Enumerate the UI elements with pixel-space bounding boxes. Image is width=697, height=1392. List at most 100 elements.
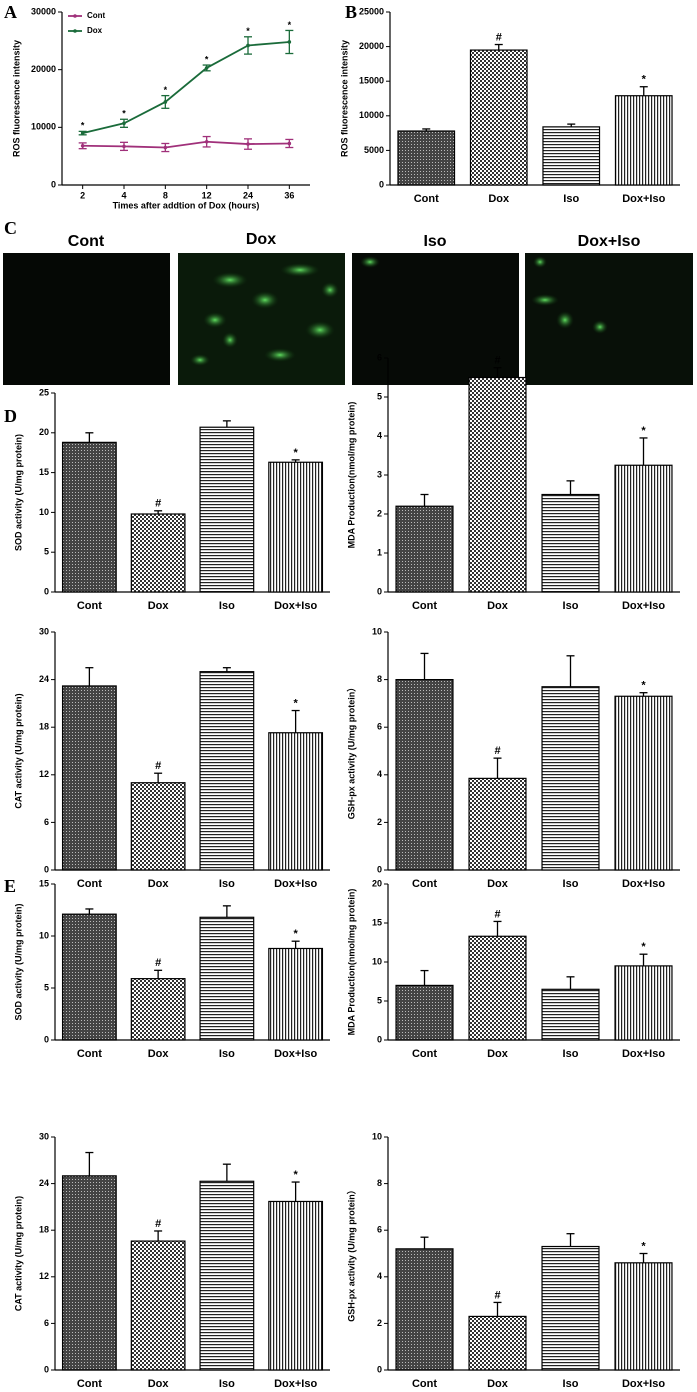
y-tick-label: 0 [44, 586, 49, 596]
y-tick-label: 24 [39, 674, 49, 684]
y-tick-label: 10 [372, 956, 382, 966]
bar [541, 988, 600, 1041]
micrograph [3, 253, 170, 385]
point [204, 66, 209, 70]
x-tick-label: 2 [80, 190, 85, 200]
y-axis-label: GSH-px activity (U/mg protein） [346, 683, 356, 820]
bar [130, 513, 186, 593]
x-tick-label: Iso [563, 1378, 579, 1390]
y-tick-label: 6 [44, 817, 49, 827]
legend-label: Cont [87, 11, 106, 20]
annotation: # [494, 745, 500, 757]
bar [130, 978, 186, 1041]
y-tick-label: 12 [39, 1271, 49, 1281]
x-tick-label: Iso [219, 1048, 235, 1060]
annotation: # [155, 957, 161, 969]
bar [199, 916, 255, 1041]
y-tick-label: 2 [377, 1318, 382, 1328]
y-tick-label: 15 [39, 467, 49, 477]
annotation: # [494, 1289, 500, 1301]
y-tick-label: 5000 [364, 145, 384, 155]
y-tick-label: 0 [377, 864, 382, 874]
y-tick-label: 15000 [359, 76, 384, 86]
bar [614, 1262, 673, 1371]
x-tick-label: Iso [219, 600, 235, 612]
x-tick-label: 8 [163, 190, 168, 200]
y-tick-label: 10 [39, 507, 49, 517]
bar [395, 505, 454, 593]
y-tick-label: 10 [372, 1131, 382, 1141]
point [246, 142, 250, 146]
bar [199, 671, 255, 871]
x-tick-label: Cont [77, 1378, 102, 1390]
x-tick-label: Cont [414, 193, 439, 205]
bar [614, 95, 673, 186]
bar [61, 913, 117, 1041]
bar [395, 678, 454, 871]
point [163, 145, 168, 150]
point [246, 43, 250, 48]
image-label: Iso [423, 233, 446, 250]
micrographs [3, 253, 693, 385]
bar [541, 686, 600, 871]
legend-label: Dox [87, 26, 103, 35]
line [82, 41, 290, 134]
cells [190, 256, 608, 366]
y-axis-label: CAT activity (U/mg protein) [13, 693, 23, 808]
y-tick-label: 3 [377, 469, 382, 479]
y-tick-label: 10000 [31, 122, 56, 132]
annotation: # [494, 908, 500, 920]
bar [199, 426, 255, 593]
annotation: * [288, 20, 292, 30]
y-tick-label: 6 [377, 352, 382, 362]
bar [395, 1248, 454, 1371]
x-tick-label: 24 [243, 190, 253, 200]
y-tick-label: 5 [377, 391, 382, 401]
x-tick-label: Dox [148, 600, 170, 612]
annotation: # [496, 31, 502, 43]
point [122, 144, 126, 149]
annotation: # [155, 1218, 161, 1230]
legend-marker [73, 14, 77, 18]
bar [395, 984, 454, 1041]
y-tick-label: 0 [44, 864, 49, 874]
x-tick-label: Iso [219, 1378, 235, 1390]
annotation: * [641, 1240, 646, 1252]
x-tick-label: Dox+Iso [622, 1378, 665, 1390]
annotation: * [642, 74, 647, 86]
line [82, 140, 290, 149]
y-tick-label: 30 [39, 626, 49, 636]
micrograph [525, 253, 693, 385]
y-tick-label: 10000 [359, 110, 384, 120]
point [287, 141, 292, 146]
point [80, 131, 85, 135]
bar [468, 777, 527, 871]
y-tick-label: 0 [377, 1364, 382, 1374]
annotation: # [155, 760, 161, 772]
bar [468, 376, 527, 593]
point [163, 100, 168, 104]
bar [469, 49, 528, 186]
bar [541, 493, 600, 593]
annotation: * [641, 941, 646, 953]
x-tick-label: Dox+Iso [622, 600, 665, 612]
y-tick-label: 0 [51, 179, 56, 189]
y-tick-label: 1 [377, 547, 382, 557]
x-tick-label: 4 [121, 190, 126, 200]
y-tick-label: 0 [44, 1364, 49, 1374]
bar [61, 685, 117, 871]
bar [130, 1240, 186, 1371]
point [287, 40, 292, 44]
y-axis-label: SOD activity (U/mg protein) [13, 434, 23, 551]
annotation: * [205, 54, 209, 64]
x-tick-label: Cont [412, 1048, 437, 1060]
point [80, 143, 85, 148]
y-tick-label: 8 [377, 1178, 382, 1188]
y-tick-label: 4 [377, 769, 382, 779]
panel-letter: C [4, 218, 17, 238]
x-tick-label: 36 [284, 190, 294, 200]
bar [268, 1200, 324, 1371]
annotation: * [246, 26, 250, 36]
x-tick-label: Dox+Iso [274, 1048, 317, 1060]
x-tick-label: Iso [563, 600, 579, 612]
